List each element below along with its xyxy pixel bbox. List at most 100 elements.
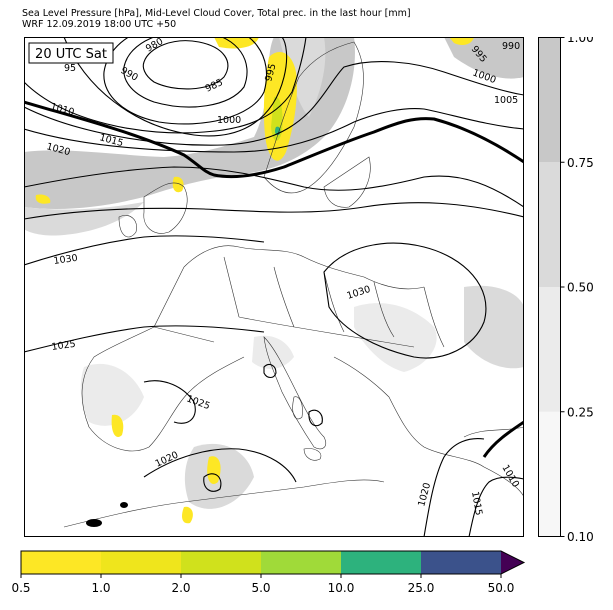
isobar-1010 xyxy=(24,108,524,153)
precip-colorbar-extend-arrow xyxy=(501,551,524,574)
coast-turkey xyxy=(463,426,524,438)
isobar-label-990a: 990 xyxy=(119,65,140,84)
isobar-label-1015a: 1015 xyxy=(98,132,124,149)
isobar-label-1010a: 1010 xyxy=(49,101,75,118)
precip-uk xyxy=(172,176,184,193)
border-4 xyxy=(373,281,395,338)
isobar-1025b xyxy=(24,325,265,353)
isobar-1020c xyxy=(423,438,485,537)
isobar-1030-high xyxy=(323,242,487,359)
precip-colorbar-tick-label: 0.5 xyxy=(11,581,30,595)
map-frame xyxy=(24,37,524,537)
isobar-label-1015b: 1015 xyxy=(469,491,484,517)
cloud-colorbar-segments xyxy=(538,37,561,537)
border-6 xyxy=(238,316,415,348)
precip-iberia xyxy=(111,414,124,437)
isobar-label-1030a: 1030 xyxy=(53,253,78,267)
precip-colorbar-tick-label: 1.0 xyxy=(91,581,110,595)
isobar-closed-small-1 xyxy=(263,364,277,379)
cloud-colorbar-tick-label: 0.25 xyxy=(567,405,594,419)
precip-colorbar-ticks: 0.5 1.0 2.0 5.0 10.0 25.0 50.0 xyxy=(11,574,514,595)
isobar-closed-small-3 xyxy=(203,473,222,492)
isobar-label-995a: 995 xyxy=(263,62,278,82)
coast-west-europe xyxy=(183,245,425,290)
precip-colorbar-tick-label: 25.0 xyxy=(408,581,435,595)
coast-baltic xyxy=(323,156,371,208)
coast-sardinia xyxy=(292,396,303,420)
cloud-colorbar-segment xyxy=(538,287,561,412)
precip-top xyxy=(214,37,259,49)
precip-colorbar-tick-label: 10.0 xyxy=(328,581,355,595)
isobar-995 xyxy=(63,37,288,137)
precip-ne xyxy=(449,37,474,45)
precip-colorbar-segments xyxy=(20,550,526,575)
isobar-label-1020c: 1020 xyxy=(416,482,433,508)
precip-colorbar-tick-label: 5.0 xyxy=(251,581,270,595)
isobar-label-1020b: 1020 xyxy=(154,450,181,470)
isobar-1010b xyxy=(482,420,524,458)
title-line-2: WRF 12.09.2019 18:00 UTC +50 xyxy=(22,19,177,30)
precip-atlantic xyxy=(35,194,51,204)
cloud-colorbar-segment xyxy=(538,37,561,163)
precip-colorbar-segment xyxy=(101,551,181,574)
precip-colorbar-tick-label: 2.0 xyxy=(171,581,190,595)
isobar-label-1025b: 1025 xyxy=(185,393,211,412)
border-5 xyxy=(423,286,445,348)
cloud-patch-balkans xyxy=(354,303,437,372)
precip-colorbar-segment xyxy=(181,551,261,574)
isobar-1000 xyxy=(24,37,307,134)
precip-colorbar-frame xyxy=(20,550,526,575)
coastline-layer xyxy=(63,41,524,528)
coast-balkans xyxy=(333,356,524,498)
isobar-980 xyxy=(142,40,229,90)
coast-africa xyxy=(63,479,385,528)
isobar-label-1010b: 1010 xyxy=(499,463,521,489)
coast-sicily xyxy=(303,448,322,461)
precip-colorbar-segment xyxy=(341,551,421,574)
isobar-985 xyxy=(123,37,248,108)
map-panel: 980 985 990 990 995 995 1000 1000 1005 1… xyxy=(24,37,524,537)
border-1 xyxy=(223,256,240,318)
border-3 xyxy=(323,271,345,333)
precip-africa-1 xyxy=(207,456,221,485)
cloud-patch-east xyxy=(464,285,524,369)
cloud-colorbar-tick-label: 0.75 xyxy=(567,156,594,170)
title-line-1: Sea Level Pressure [hPa], Mid-Level Clou… xyxy=(22,8,411,19)
border-2 xyxy=(273,266,295,328)
precip-colorbar-segment xyxy=(421,551,501,574)
isobar-1015-bold xyxy=(24,100,524,179)
precip-colorbar-tick-label: 50.0 xyxy=(488,581,515,595)
cloud-patch-iberia xyxy=(80,363,144,426)
isobar-label-1030b: 1030 xyxy=(346,284,372,302)
isobar-1025c xyxy=(143,380,196,424)
cloud-patch-center xyxy=(252,335,294,369)
isobar-label-990b: 990 xyxy=(502,41,520,52)
cloud-colorbar-segment xyxy=(538,411,561,537)
isobar-1020b xyxy=(143,448,297,483)
time-stamp-box: 20 UTC Sat xyxy=(28,42,114,64)
cloud-region-ne xyxy=(444,37,524,79)
cloud-patch-scandinavia xyxy=(279,37,326,117)
isobar-990 xyxy=(103,37,268,125)
precip-colorbar: 0.5 1.0 2.0 5.0 10.0 25.0 50.0 xyxy=(11,550,526,595)
blob-1 xyxy=(86,519,102,527)
isobar-label-95: 95 xyxy=(64,63,76,74)
coast-italy xyxy=(263,336,326,450)
isobar-label-1025a: 1025 xyxy=(51,339,76,353)
isobar-closed-small-2 xyxy=(308,409,323,427)
time-stamp: 20 UTC Sat xyxy=(35,47,107,62)
precip-colorbar-segment xyxy=(261,551,341,574)
blob-2 xyxy=(120,502,128,508)
low-blobs xyxy=(86,502,128,527)
precip-colorbar-segment xyxy=(21,551,101,574)
coast-ireland xyxy=(118,215,137,238)
precipitation-layer xyxy=(35,37,474,524)
cloud-colorbar-tick-label: 0.10 xyxy=(567,530,594,542)
cloud-colorbar-tick-label: 0.50 xyxy=(567,281,594,295)
coast-scandinavia xyxy=(263,41,364,194)
cloud-region-north-fringe xyxy=(24,202,144,236)
cloud-colorbar-segment xyxy=(538,162,561,287)
isobar-label-1005: 1005 xyxy=(494,95,518,106)
isobar-1020 xyxy=(24,166,524,208)
isobar-1015b xyxy=(468,476,524,537)
